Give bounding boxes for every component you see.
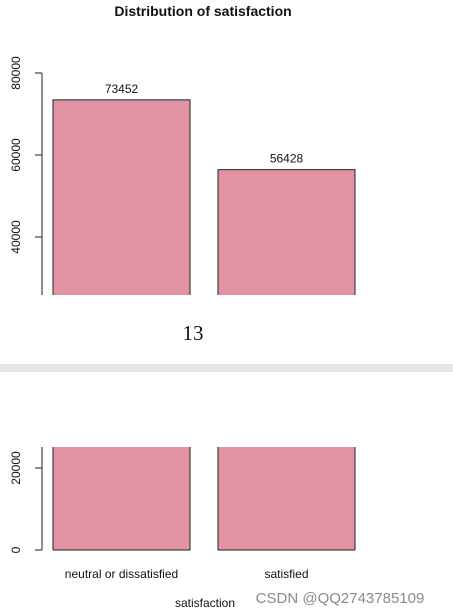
page-break: [0, 364, 453, 372]
bar: [217, 169, 356, 295]
chart-lower: 0 20000: [9, 447, 356, 553]
watermark: CSDN @QQ2743785109: [256, 590, 425, 607]
x-tick-label: satisfied: [264, 567, 308, 581]
bar: [217, 447, 356, 551]
bar: [52, 99, 191, 295]
x-axis-label: satisfaction: [175, 596, 235, 610]
y-tick-label: 0: [9, 546, 23, 553]
y-tick-label: 20000: [9, 451, 23, 485]
y-tick-label: 60000: [9, 138, 23, 172]
chart-upper: 40000 60000 80000 73452 56428: [9, 56, 356, 295]
y-tick-label: 40000: [9, 220, 23, 254]
x-tick-label: neutral or dissatisfied: [65, 567, 178, 581]
y-tick-label: 80000: [9, 56, 23, 90]
bar: [52, 447, 191, 551]
chart-title: Distribution of satisfaction: [114, 3, 291, 19]
value-label: 56428: [270, 152, 304, 166]
value-label: 73452: [105, 82, 139, 96]
page-number: 13: [183, 321, 204, 345]
